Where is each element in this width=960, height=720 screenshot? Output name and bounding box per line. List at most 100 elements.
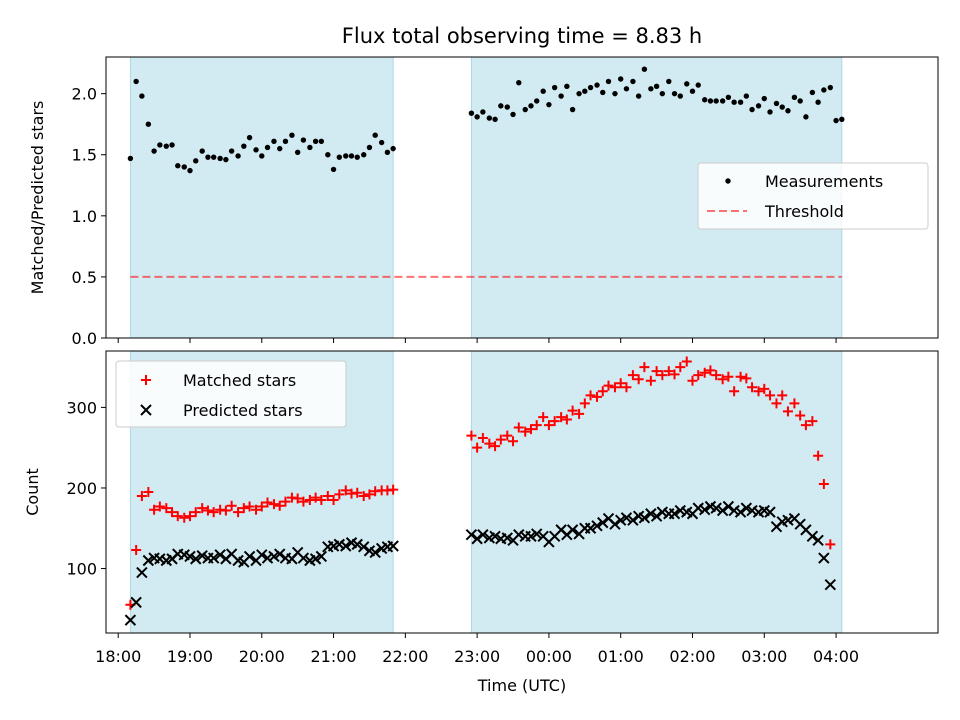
predicted-star-point bbox=[650, 510, 663, 522]
predicted-star-point bbox=[591, 520, 603, 532]
x-tick-label: 23:00 bbox=[454, 647, 500, 666]
matched-star-point bbox=[669, 369, 680, 380]
measurement-point bbox=[139, 93, 145, 99]
observing-window-span bbox=[470, 350, 843, 634]
measurement-point bbox=[803, 114, 809, 120]
measurement-point bbox=[551, 84, 558, 91]
measurement-point bbox=[325, 152, 331, 158]
matched-star-point bbox=[621, 382, 632, 393]
matched-star-point bbox=[771, 398, 782, 409]
measurement-point bbox=[773, 100, 780, 107]
matched-star-point bbox=[484, 438, 495, 449]
x-tick-label: 18:00 bbox=[95, 647, 141, 666]
measurement-point bbox=[659, 90, 666, 97]
predicted-star-point bbox=[297, 552, 310, 564]
matched-star-point bbox=[352, 487, 363, 498]
x-tick-label: 19:00 bbox=[167, 647, 213, 666]
measurement-point bbox=[205, 154, 211, 160]
measurement-point bbox=[648, 86, 654, 92]
legend-marker-measurements bbox=[725, 178, 731, 184]
measurement-point bbox=[641, 66, 648, 72]
predicted-star-point bbox=[136, 566, 148, 579]
measurement-point bbox=[791, 94, 798, 101]
measurement-point bbox=[749, 106, 755, 113]
matched-star-point bbox=[657, 370, 668, 381]
measurement-point bbox=[582, 88, 588, 94]
measurement-point bbox=[390, 145, 396, 152]
matched-star-point bbox=[663, 366, 674, 377]
matched-star-point bbox=[645, 375, 656, 386]
matched-star-point bbox=[472, 442, 483, 453]
y-tick-label: 1.0 bbox=[72, 207, 97, 226]
matched-star-point bbox=[197, 503, 208, 514]
matched-star-point bbox=[316, 495, 327, 506]
matched-star-point bbox=[358, 491, 369, 502]
matched-star-point bbox=[531, 420, 542, 431]
matched-star-point bbox=[615, 378, 626, 389]
measurement-point bbox=[719, 98, 726, 104]
predicted-star-point bbox=[184, 550, 196, 563]
matched-star-point bbox=[226, 500, 237, 511]
measurement-point bbox=[378, 139, 385, 146]
predicted-star-point bbox=[340, 540, 352, 552]
measurement-point bbox=[271, 138, 277, 144]
predicted-star-point bbox=[130, 596, 142, 609]
measurement-point bbox=[300, 137, 307, 143]
predicted-star-point bbox=[531, 528, 543, 540]
matched-star-point bbox=[525, 424, 536, 435]
matched-star-point bbox=[711, 370, 722, 381]
plot-frame bbox=[105, 350, 939, 634]
matched-star-point bbox=[220, 505, 231, 516]
measurement-point bbox=[468, 110, 475, 116]
matched-star-point bbox=[508, 436, 519, 447]
matched-star-point bbox=[495, 434, 506, 445]
legend-box bbox=[115, 360, 347, 428]
predicted-star-point bbox=[309, 553, 322, 565]
predicted-star-point bbox=[638, 512, 651, 524]
matched-star-point bbox=[800, 420, 811, 431]
y-tick-label: 1.5 bbox=[72, 146, 97, 165]
measurement-point bbox=[127, 155, 134, 162]
matched-star-point bbox=[723, 371, 734, 382]
measurement-point bbox=[635, 93, 642, 99]
predicted-star-point bbox=[190, 553, 202, 565]
x-tick-label: 21:00 bbox=[311, 647, 357, 666]
measurement-point bbox=[294, 149, 301, 155]
measurement-point bbox=[737, 99, 744, 105]
predicted-star-point bbox=[740, 502, 753, 514]
measurement-point bbox=[528, 103, 534, 109]
measurement-point bbox=[504, 104, 510, 110]
matched-star-point bbox=[179, 512, 190, 523]
matched-star-point bbox=[699, 367, 710, 378]
ratio-panel: 0.0 0.5 1.0 1.5 2.0 Matched/Predicted stars Me… bbox=[28, 56, 939, 348]
measurement-point bbox=[755, 103, 762, 109]
matched-star-point bbox=[513, 422, 524, 433]
predicted-star-point bbox=[609, 518, 621, 530]
matched-star-point bbox=[334, 489, 345, 500]
measurement-point bbox=[223, 156, 229, 163]
predicted-star-point bbox=[243, 550, 256, 563]
measurement-point bbox=[516, 79, 522, 86]
matched-star-point bbox=[202, 505, 213, 516]
matched-star-point bbox=[561, 414, 572, 425]
predicted-star-point bbox=[315, 550, 328, 563]
matched-star-point bbox=[244, 501, 255, 512]
x-tick-label: 22:00 bbox=[382, 647, 428, 666]
predicted-star-point bbox=[369, 546, 381, 559]
measurement-point bbox=[534, 98, 540, 104]
measurement-point bbox=[689, 88, 696, 94]
measurement-point bbox=[199, 148, 205, 154]
matched-star-point bbox=[154, 501, 165, 512]
matched-star-point bbox=[782, 406, 793, 417]
legend-label-threshold: Threshold bbox=[764, 202, 844, 221]
y-tick-label: 0.5 bbox=[72, 268, 97, 287]
x-tick-label: 04:00 bbox=[813, 647, 859, 666]
matched-star-point bbox=[364, 489, 375, 500]
matched-star-point bbox=[298, 496, 309, 507]
legend: Matched stars Predicted stars bbox=[115, 360, 347, 428]
measurement-point bbox=[510, 111, 516, 118]
matched-star-point bbox=[651, 366, 662, 377]
measurement-point bbox=[677, 93, 683, 99]
measurement-point bbox=[193, 158, 199, 164]
